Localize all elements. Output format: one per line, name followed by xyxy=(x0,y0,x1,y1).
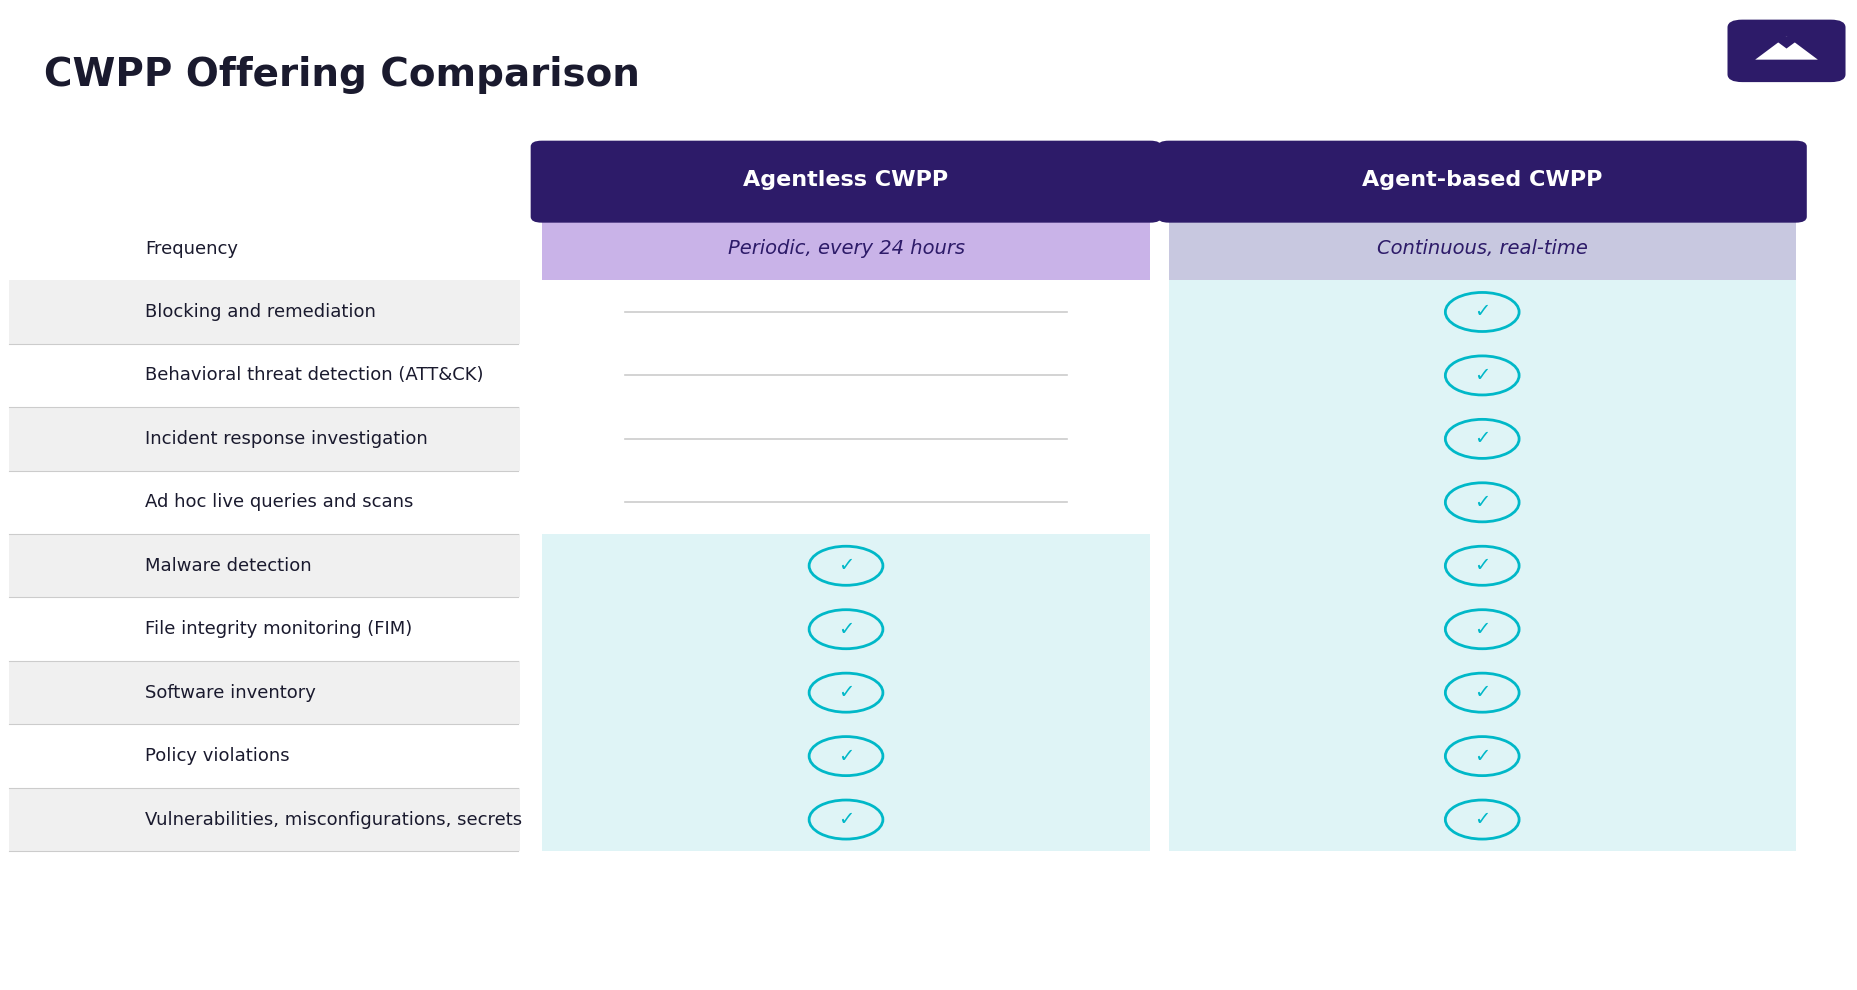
FancyBboxPatch shape xyxy=(1168,788,1794,851)
FancyBboxPatch shape xyxy=(1168,407,1794,470)
Text: ✓: ✓ xyxy=(1473,493,1489,512)
Text: Ad hoc live queries and scans: Ad hoc live queries and scans xyxy=(145,493,414,511)
Text: ✓: ✓ xyxy=(1473,810,1489,829)
Text: ✓: ✓ xyxy=(1473,430,1489,448)
Text: Software inventory: Software inventory xyxy=(145,684,316,702)
FancyBboxPatch shape xyxy=(1168,217,1794,280)
Text: ✓: ✓ xyxy=(1473,746,1489,765)
FancyBboxPatch shape xyxy=(542,470,1149,534)
Text: ✓: ✓ xyxy=(838,683,854,702)
FancyBboxPatch shape xyxy=(9,788,520,851)
Text: ✓: ✓ xyxy=(1473,683,1489,702)
FancyBboxPatch shape xyxy=(9,280,520,344)
FancyBboxPatch shape xyxy=(542,598,1149,661)
Text: ✓: ✓ xyxy=(1473,620,1489,639)
FancyBboxPatch shape xyxy=(542,534,1149,598)
Text: Frequency: Frequency xyxy=(145,240,238,257)
Text: Agent-based CWPP: Agent-based CWPP xyxy=(1361,170,1601,190)
FancyBboxPatch shape xyxy=(1168,280,1794,344)
Text: Periodic, every 24 hours: Periodic, every 24 hours xyxy=(728,239,964,258)
Text: ✓: ✓ xyxy=(1473,366,1489,385)
FancyBboxPatch shape xyxy=(9,407,520,470)
Text: ✓: ✓ xyxy=(838,556,854,575)
Text: ✓: ✓ xyxy=(838,746,854,765)
Text: Policy violations: Policy violations xyxy=(145,747,290,765)
Text: Vulnerabilities, misconfigurations, secrets: Vulnerabilities, misconfigurations, secr… xyxy=(145,811,522,829)
FancyBboxPatch shape xyxy=(542,344,1149,407)
FancyBboxPatch shape xyxy=(542,661,1149,725)
Text: Agentless CWPP: Agentless CWPP xyxy=(743,170,949,190)
FancyBboxPatch shape xyxy=(1168,598,1794,661)
Text: CWPP Offering Comparison: CWPP Offering Comparison xyxy=(45,55,639,94)
FancyBboxPatch shape xyxy=(531,141,1161,223)
FancyBboxPatch shape xyxy=(1168,661,1794,725)
Text: ✓: ✓ xyxy=(1473,556,1489,575)
FancyBboxPatch shape xyxy=(1157,141,1805,223)
FancyBboxPatch shape xyxy=(542,407,1149,470)
Text: Malware detection: Malware detection xyxy=(145,556,312,575)
FancyBboxPatch shape xyxy=(542,280,1149,344)
FancyBboxPatch shape xyxy=(1168,534,1794,598)
FancyBboxPatch shape xyxy=(1727,20,1844,82)
FancyBboxPatch shape xyxy=(1168,470,1794,534)
Text: ✓: ✓ xyxy=(838,810,854,829)
FancyBboxPatch shape xyxy=(1168,725,1794,788)
Text: File integrity monitoring (FIM): File integrity monitoring (FIM) xyxy=(145,620,412,639)
Text: ✓: ✓ xyxy=(1473,303,1489,322)
Text: Incident response investigation: Incident response investigation xyxy=(145,430,427,447)
FancyBboxPatch shape xyxy=(542,788,1149,851)
FancyBboxPatch shape xyxy=(542,217,1149,280)
Polygon shape xyxy=(1770,37,1801,49)
FancyBboxPatch shape xyxy=(9,661,520,725)
FancyBboxPatch shape xyxy=(542,725,1149,788)
Text: Blocking and remediation: Blocking and remediation xyxy=(145,303,375,321)
Text: ✓: ✓ xyxy=(838,620,854,639)
FancyBboxPatch shape xyxy=(1168,344,1794,407)
Polygon shape xyxy=(1755,37,1816,59)
FancyBboxPatch shape xyxy=(9,534,520,598)
Text: Behavioral threat detection (ATT&CK): Behavioral threat detection (ATT&CK) xyxy=(145,366,483,384)
Text: Continuous, real-time: Continuous, real-time xyxy=(1376,239,1588,258)
